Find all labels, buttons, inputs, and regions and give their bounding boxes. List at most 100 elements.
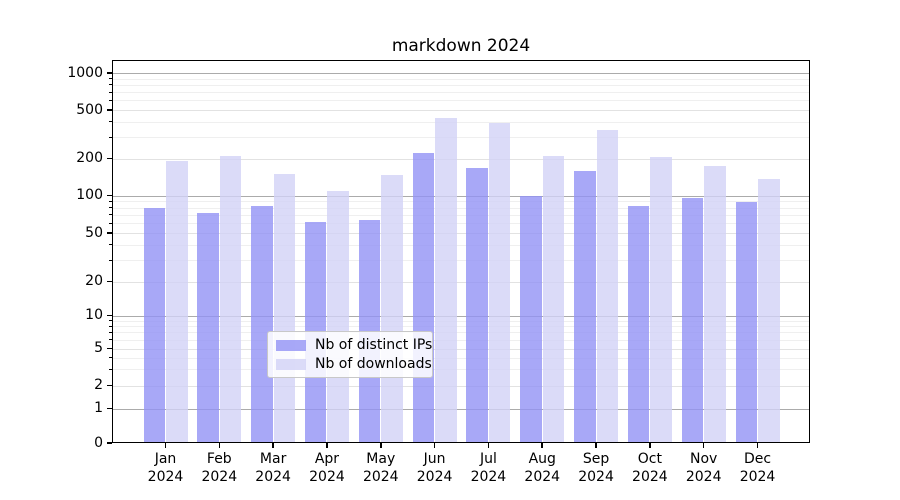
gridline: [112, 158, 810, 160]
legend-label-distinct-ips: Nb of distinct IPs: [315, 337, 433, 353]
x-tick-mark: [649, 443, 651, 448]
major-gridline: [112, 315, 810, 317]
y-tick-mark: [107, 280, 112, 283]
bar-distinct-ips: [466, 168, 488, 443]
bar-distinct-ips: [681, 197, 704, 443]
x-tick-label: Dec 2024: [728, 451, 788, 486]
minor-gridline: [112, 100, 810, 102]
minor-gridline: [112, 332, 810, 334]
y-minor-tick-mark: [109, 339, 112, 341]
y-tick-mark: [107, 347, 112, 350]
bar-downloads: [596, 130, 619, 443]
x-tick-year: 2024: [201, 468, 238, 485]
bar-distinct-ips: [143, 208, 165, 443]
x-tick-mark: [595, 443, 597, 448]
x-tick-year: 2024: [309, 468, 345, 485]
y-minor-tick-mark: [109, 78, 112, 80]
bar-downloads: [488, 123, 511, 443]
gridline: [112, 233, 810, 234]
minor-gridline: [112, 339, 810, 341]
x-tick-month: Oct: [637, 451, 662, 467]
y-tick-label: 50: [85, 224, 103, 241]
y-tick-mark: [107, 109, 112, 111]
legend: Nb of distinct IPs Nb of downloads: [267, 331, 433, 378]
y-tick-label: 100: [76, 187, 103, 203]
gridline: [112, 348, 810, 350]
y-minor-tick-mark: [109, 207, 112, 209]
bar-downloads: [166, 160, 188, 443]
x-tick-mark: [541, 443, 543, 448]
y-tick-mark: [107, 442, 112, 444]
x-tick-year: 2024: [362, 468, 399, 485]
legend-row-downloads: Nb of downloads: [276, 356, 432, 372]
x-tick-label: May 2024: [351, 451, 411, 486]
x-tick-mark: [218, 443, 221, 448]
y-minor-tick-mark: [109, 357, 112, 358]
y-tick-label: 200: [76, 150, 103, 166]
y-tick-mark: [107, 72, 112, 74]
x-tick-mark: [380, 443, 382, 448]
x-tick-mark: [433, 443, 436, 448]
x-tick-label: Oct 2024: [620, 451, 680, 486]
bar-distinct-ips: [412, 152, 435, 443]
y-tick-mark: [107, 314, 112, 317]
x-tick-month: Jun: [423, 451, 446, 467]
y-minor-tick-mark: [109, 200, 112, 202]
y-tick-label: 1: [94, 400, 103, 416]
x-tick-month: Feb: [206, 451, 232, 467]
minor-gridline: [112, 369, 810, 371]
x-tick-label: Jun 2024: [405, 451, 465, 486]
major-gridline: [112, 195, 810, 197]
minor-gridline: [112, 244, 810, 246]
y-tick-label: 500: [76, 101, 103, 118]
minor-gridline: [112, 357, 810, 359]
x-tick-month: Jan: [154, 451, 177, 467]
minor-gridline: [112, 84, 810, 86]
x-tick-year: 2024: [470, 468, 507, 485]
y-minor-tick-mark: [109, 259, 112, 261]
minor-gridline: [112, 223, 810, 225]
major-gridline: [112, 73, 810, 74]
y-minor-tick-mark: [109, 222, 112, 224]
x-tick-mark: [326, 443, 328, 448]
minor-gridline: [112, 78, 810, 80]
bar-downloads: [650, 157, 672, 443]
bar-distinct-ips: [520, 195, 542, 443]
x-tick-label: Apr 2024: [297, 451, 357, 486]
minor-gridline: [112, 121, 810, 123]
minor-gridline: [112, 207, 810, 209]
y-minor-tick-mark: [109, 84, 112, 86]
chart-title: markdown 2024: [391, 36, 531, 56]
minor-gridline: [112, 320, 810, 322]
legend-label-downloads: Nb of downloads: [315, 356, 432, 372]
y-tick-label: 5: [94, 340, 103, 356]
x-tick-month: Dec: [743, 451, 772, 467]
x-tick-mark: [164, 443, 167, 448]
x-tick-year: 2024: [739, 468, 776, 485]
bar-downloads: [219, 155, 242, 443]
y-tick-mark: [107, 232, 112, 234]
minor-gridline: [112, 326, 810, 328]
y-tick-label: 10: [85, 307, 103, 323]
minor-gridline: [112, 92, 810, 94]
y-tick-mark: [107, 384, 112, 387]
x-tick-month: Sep: [582, 451, 610, 467]
x-tick-label: Nov 2024: [674, 451, 734, 486]
x-tick-month: Mar: [259, 451, 287, 467]
minor-gridline: [112, 137, 810, 139]
legend-patch-distinct-ips: [276, 339, 306, 351]
gridline: [112, 281, 810, 283]
x-tick-year: 2024: [255, 468, 291, 485]
legend-patch-downloads: [276, 358, 306, 370]
x-tick-month: Nov: [690, 451, 718, 467]
x-tick-month: Jul: [479, 451, 497, 467]
minor-gridline: [112, 201, 810, 203]
x-tick-label: Jul 2024: [458, 451, 518, 486]
bar-distinct-ips: [197, 212, 219, 443]
bar-distinct-ips: [574, 170, 596, 443]
y-tick-mark: [107, 157, 112, 160]
y-tick-label: 2: [94, 377, 103, 393]
y-minor-tick-mark: [109, 136, 112, 138]
x-tick-label: Jan 2024: [136, 451, 196, 486]
x-tick-label: Aug 2024: [512, 451, 572, 486]
